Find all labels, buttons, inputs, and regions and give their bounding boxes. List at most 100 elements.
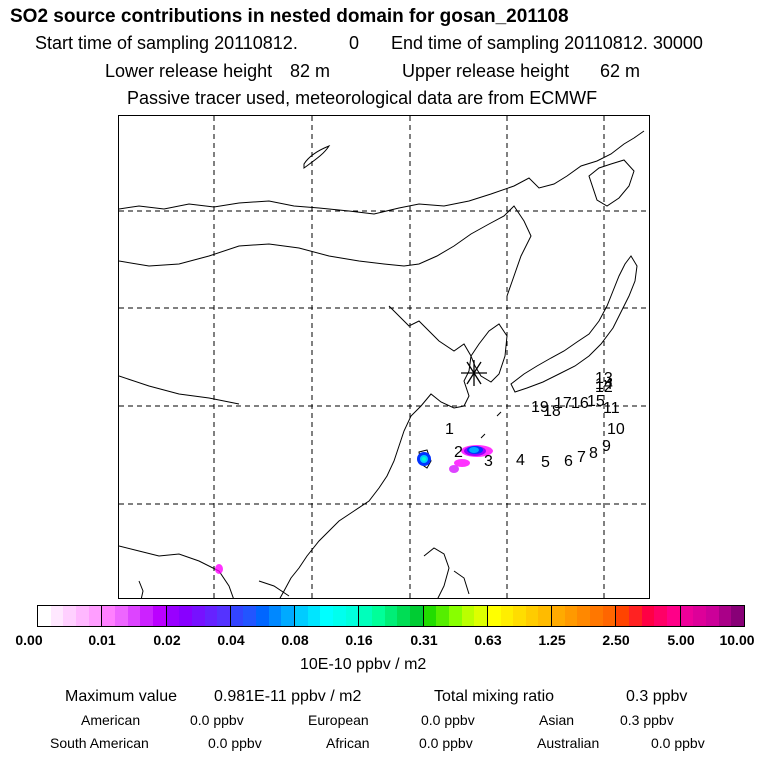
map-title: SO2 source contributions in nested domai… (10, 6, 569, 27)
colorbar-swatch (38, 606, 51, 626)
total-mixing-value: 0.3 ppbv (626, 688, 688, 705)
region-value: 0.0 ppbv (421, 712, 475, 728)
traj-label-10: 10 (607, 421, 625, 438)
map-canvas: 1 2 3 4 5 6 7 8 9 10 11 12 13 14 15 16 1… (119, 116, 649, 598)
colorbar-segment (487, 606, 553, 626)
colorbar-swatch (629, 606, 642, 626)
colorbar-swatch (295, 606, 308, 626)
colorbar-swatch (590, 606, 603, 626)
colorbar-segment (230, 606, 296, 626)
region-value: 0.0 ppbv (651, 735, 705, 751)
colorbar-swatch (731, 606, 744, 626)
colorbar-swatch (680, 606, 694, 626)
colorbar-tick: 5.00 (667, 632, 695, 648)
colorbar-swatch (102, 606, 115, 626)
colorbar-tick: 10.00 (719, 632, 755, 648)
colorbar-swatch (654, 606, 668, 626)
colorbar-swatch (217, 606, 230, 626)
colorbar-swatch (525, 606, 539, 626)
traj-label-4: 4 (516, 452, 525, 469)
colorbar-swatch (693, 606, 706, 626)
map-panel: 1 2 3 4 5 6 7 8 9 10 11 12 13 14 15 16 1… (118, 115, 650, 599)
colorbar-swatch (409, 606, 423, 626)
colorbar-swatch (268, 606, 282, 626)
colorbar-swatch (538, 606, 552, 626)
colorbar-swatch (243, 606, 257, 626)
coastlines (119, 130, 645, 598)
colorbar-swatch (705, 606, 719, 626)
colorbar-swatch (127, 606, 141, 626)
colorbar-swatch (50, 606, 64, 626)
trajectory-labels: 1 2 3 4 5 6 7 8 9 10 11 12 13 14 15 16 1… (445, 370, 625, 471)
lat-lon-grid (119, 116, 649, 598)
colorbar-swatch (371, 606, 385, 626)
colorbar-segment (166, 606, 231, 626)
tracer-note: Passive tracer used, meteorological data… (127, 88, 598, 108)
start-time-value: 0 (349, 33, 360, 53)
colorbar-tick: 2.50 (602, 632, 630, 648)
colorbar-swatch (359, 606, 372, 626)
colorbar-swatch (513, 606, 526, 626)
traj-label-8: 8 (589, 445, 598, 462)
colorbar-segment (359, 606, 424, 626)
colorbar-tick: 0.04 (217, 632, 245, 648)
region-name: Australian (537, 735, 600, 751)
colorbar-swatch (616, 606, 630, 626)
colorbar-tick: 0.63 (474, 632, 502, 648)
colorbar-swatch (552, 606, 565, 626)
colorbar-swatch (140, 606, 153, 626)
traj-label-3: 3 (484, 453, 493, 470)
colorbar-tick: 0.02 (153, 632, 181, 648)
colorbar-segment (102, 606, 167, 626)
colorbar-swatch (345, 606, 359, 626)
upper-height-value: 62 m (600, 61, 641, 81)
colorbar-swatch (577, 606, 591, 626)
colorbar-segment (616, 606, 681, 626)
traj-label-2: 2 (454, 444, 463, 461)
colorbar-unit: 10E-10 ppbv / m2 (300, 656, 427, 673)
asterisk-star-icon (461, 360, 487, 386)
region-name: American (81, 712, 141, 728)
traj-label-6: 6 (564, 453, 573, 470)
colorbar-segment (423, 606, 488, 626)
colorbar-tick: 0.08 (281, 632, 309, 648)
colorbar-swatch (152, 606, 166, 626)
colorbar-swatch (230, 606, 244, 626)
colorbar-swatch (448, 606, 462, 626)
colorbar (37, 605, 745, 627)
colorbar-swatch (397, 606, 410, 626)
region-name: Asian (539, 712, 575, 728)
region-value: 0.3 ppbv (620, 712, 674, 728)
lower-height-label: Lower release height (105, 61, 273, 81)
max-value: 0.981E-11 ppbv / m2 (214, 688, 362, 705)
colorbar-swatch (333, 606, 346, 626)
traj-label-13: 13 (595, 370, 613, 387)
colorbar-swatch (641, 606, 655, 626)
colorbar-swatch (191, 606, 205, 626)
colorbar-segment (295, 606, 360, 626)
lower-height-value: 82 m (290, 61, 331, 81)
colorbar-swatch (320, 606, 334, 626)
end-time-label: End time of sampling 20110812. 30000 (391, 33, 703, 53)
colorbar-swatch (602, 606, 616, 626)
colorbar-swatch (487, 606, 501, 626)
traj-label-14: 14 (595, 376, 613, 393)
traj-label-12: 12 (595, 379, 613, 396)
traj-label-19: 19 (531, 399, 549, 416)
colorbar-swatch (436, 606, 449, 626)
colorbar-tick: 0.01 (88, 632, 116, 648)
colorbar-swatch (474, 606, 487, 626)
traj-label-16: 16 (571, 395, 589, 412)
max-value-label: Maximum value (65, 688, 178, 705)
colorbar-swatch (461, 606, 475, 626)
total-mixing-label: Total mixing ratio (434, 688, 555, 705)
region-value: 0.0 ppbv (190, 712, 244, 728)
colorbar-tick: 0.00 (15, 632, 43, 648)
region-value: 0.0 ppbv (419, 735, 473, 751)
colorbar-segment (552, 606, 617, 626)
colorbar-swatch (564, 606, 578, 626)
colorbar-swatch (63, 606, 76, 626)
traj-label-18: 18 (543, 403, 561, 420)
colorbar-swatch (281, 606, 295, 626)
colorbar-swatch (307, 606, 321, 626)
